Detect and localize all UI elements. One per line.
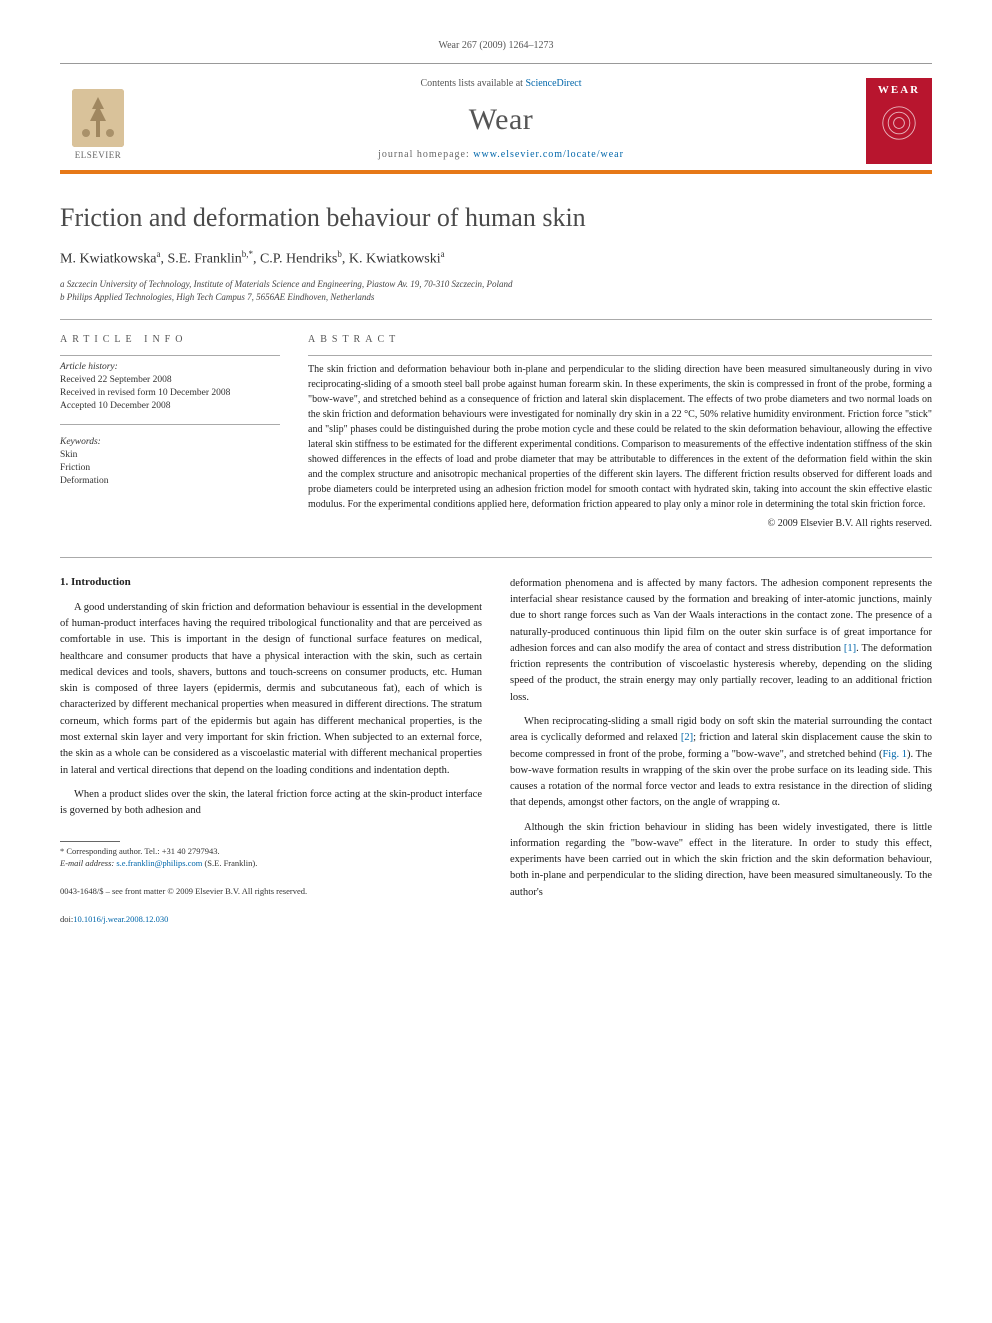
- author-1-sup: a: [156, 249, 160, 259]
- abstract: ABSTRACT The skin friction and deformati…: [308, 334, 932, 529]
- affiliation-a: a Szczecin University of Technology, Ins…: [60, 278, 932, 292]
- article-title: Friction and deformation behaviour of hu…: [60, 202, 932, 233]
- author-4: K. Kwiatkowski: [349, 252, 441, 267]
- page-citation: Wear 267 (2009) 1264–1273: [60, 40, 932, 51]
- author-1: M. Kwiatkowska: [60, 252, 156, 267]
- contents-prefix: Contents lists available at: [420, 78, 525, 89]
- section-1-heading: 1. Introduction: [60, 576, 482, 588]
- journal-banner: ELSEVIER Contents lists available at Sci…: [60, 63, 932, 174]
- corresponding-email: E-mail address: s.e.franklin@philips.com…: [60, 858, 482, 870]
- footnote-divider: [60, 841, 120, 842]
- keyword-3: Deformation: [60, 475, 280, 488]
- sciencedirect-link[interactable]: ScienceDirect: [525, 78, 581, 89]
- divider: [60, 557, 932, 558]
- author-2: S.E. Franklin: [167, 252, 241, 267]
- authors: M. Kwiatkowskaa, S.E. Franklinb,*, C.P. …: [60, 249, 932, 268]
- homepage-link[interactable]: www.elsevier.com/locate/wear: [473, 149, 624, 160]
- doi-prefix: doi:: [60, 914, 73, 924]
- contents-available: Contents lists available at ScienceDirec…: [136, 78, 866, 89]
- history-received: Received 22 September 2008: [60, 374, 280, 387]
- corresponding-author: * Corresponding author. Tel.: +31 40 279…: [60, 846, 482, 858]
- keywords-label: Keywords:: [60, 437, 280, 447]
- ref-2[interactable]: [2]: [681, 732, 693, 743]
- abstract-divider: [308, 355, 932, 356]
- banner-center: Contents lists available at ScienceDirec…: [136, 72, 866, 170]
- body-columns: 1. Introduction A good understanding of …: [60, 576, 932, 926]
- keyword-2: Friction: [60, 462, 280, 475]
- email-link[interactable]: s.e.franklin@philips.com: [116, 858, 202, 868]
- info-abstract-row: ARTICLE INFO Article history: Received 2…: [60, 334, 932, 529]
- abstract-label: ABSTRACT: [308, 334, 932, 345]
- publisher-logo: ELSEVIER: [60, 78, 136, 164]
- history-revised: Received in revised form 10 December 200…: [60, 387, 280, 400]
- doi-link[interactable]: 10.1016/j.wear.2008.12.030: [73, 914, 168, 924]
- abstract-text: The skin friction and deformation behavi…: [308, 362, 932, 512]
- article-info: ARTICLE INFO Article history: Received 2…: [60, 334, 280, 529]
- fig-1-ref[interactable]: Fig. 1: [882, 749, 907, 760]
- article-info-label: ARTICLE INFO: [60, 334, 280, 345]
- ref-1[interactable]: [1]: [844, 643, 856, 654]
- paragraph-2: When a product slides over the skin, the…: [60, 787, 482, 820]
- paragraph-5: Although the skin friction behaviour in …: [510, 820, 932, 901]
- journal-cover: WEAR: [866, 78, 932, 164]
- info-divider: [60, 355, 280, 356]
- abstract-copyright: © 2009 Elsevier B.V. All rights reserved…: [308, 518, 932, 529]
- homepage-prefix: journal homepage:: [378, 149, 473, 160]
- journal-title: Wear: [136, 103, 866, 137]
- history-accepted: Accepted 10 December 2008: [60, 400, 280, 413]
- column-right: deformation phenomena and is affected by…: [510, 576, 932, 926]
- keyword-1: Skin: [60, 449, 280, 462]
- author-2-sup: b,*: [242, 249, 253, 259]
- journal-homepage: journal homepage: www.elsevier.com/locat…: [136, 149, 866, 160]
- email-suffix: (S.E. Franklin).: [202, 858, 257, 868]
- paragraph-4: When reciprocating-sliding a small rigid…: [510, 714, 932, 812]
- issn-line: 0043-1648/$ – see front matter © 2009 El…: [60, 886, 482, 898]
- affiliations: a Szczecin University of Technology, Ins…: [60, 278, 932, 305]
- author-3: C.P. Hendriks: [260, 252, 337, 267]
- divider: [60, 319, 932, 320]
- column-left: 1. Introduction A good understanding of …: [60, 576, 482, 926]
- affiliation-b: b Philips Applied Technologies, High Tec…: [60, 291, 932, 305]
- author-4-sup: a: [441, 249, 445, 259]
- email-prefix: E-mail address:: [60, 858, 116, 868]
- paragraph-1: A good understanding of skin friction an…: [60, 600, 482, 779]
- paragraph-3: deformation phenomena and is affected by…: [510, 576, 932, 706]
- cover-art-icon: [872, 96, 926, 150]
- elsevier-tree-icon: [72, 89, 124, 147]
- history-label: Article history:: [60, 362, 280, 372]
- publisher-label: ELSEVIER: [75, 150, 122, 160]
- author-3-sup: b: [337, 249, 342, 259]
- doi-line: doi:10.1016/j.wear.2008.12.030: [60, 914, 482, 926]
- info-divider: [60, 424, 280, 425]
- cover-label: WEAR: [878, 84, 920, 96]
